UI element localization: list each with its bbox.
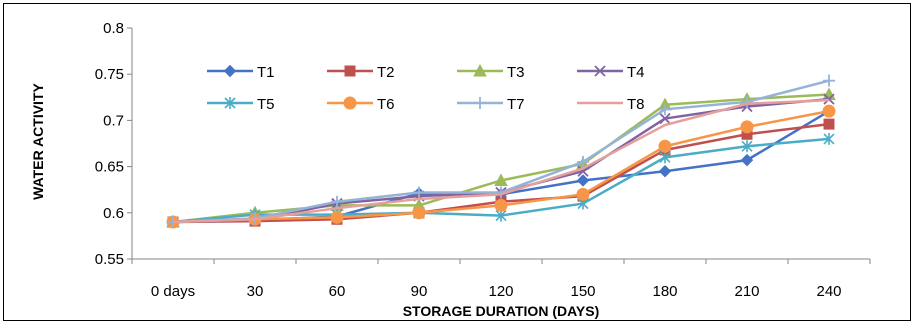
x-axis-title: STORAGE DURATION (DAYS): [403, 303, 600, 319]
x-tick-label: 150: [570, 283, 595, 300]
data-point-T7: [659, 103, 671, 116]
legend-marker: [474, 97, 486, 109]
legend-entry-T7: T7: [457, 96, 525, 113]
legend-label: T1: [257, 64, 275, 81]
series-T7: [167, 74, 835, 229]
y-tick-label: 0.8: [103, 20, 124, 37]
legend-entry-T8: T8: [577, 96, 645, 113]
data-point-T2: [823, 118, 835, 130]
legend-entry-T4: T4: [577, 64, 645, 81]
legend-label: T2: [377, 64, 395, 81]
legend-label: T3: [507, 64, 525, 81]
y-tick-label: 0.65: [95, 159, 124, 176]
legend-entry-T6: T6: [327, 96, 395, 113]
y-tick-label: 0.6: [103, 205, 124, 222]
axes: 0.55 0.6 0.65 0.7 0.75 0.8 0 days 30 60 90 120 150 1…: [95, 20, 871, 300]
data-point-T7: [823, 74, 835, 87]
legend-label: T6: [377, 96, 395, 113]
data-point-T7: [331, 195, 343, 208]
x-tick-label: 180: [652, 283, 677, 300]
data-point-T3: [494, 173, 508, 186]
legend-entry-T2: T2: [327, 64, 395, 81]
y-tick-label: 0.55: [95, 251, 124, 268]
legend-label: T8: [627, 96, 645, 113]
x-tick-label: 240: [816, 283, 841, 300]
x-tick-label: 0 days: [151, 283, 195, 300]
legend-label: T7: [507, 96, 525, 113]
series-layer: [166, 74, 836, 229]
data-point-T4: [659, 112, 671, 125]
data-point-T7: [741, 95, 753, 108]
chart-frame: [3, 3, 911, 321]
x-tick-label: 30: [247, 283, 264, 300]
data-point-T6: [412, 206, 426, 220]
legend-marker: [344, 65, 356, 77]
y-tick-label: 0.75: [95, 66, 124, 83]
data-point-T5: [823, 132, 835, 145]
legend-entry-T5: T5: [207, 96, 275, 113]
legend-entry-T1: T1: [207, 64, 275, 81]
data-point-T6: [330, 210, 344, 224]
data-point-T5: [741, 140, 753, 153]
legend-marker: [223, 64, 237, 78]
x-tick-label: 90: [411, 283, 428, 300]
series-T8: [172, 98, 830, 224]
data-point-T6: [740, 120, 754, 134]
y-axis-title: WATER ACTIVITY: [30, 83, 46, 200]
data-point-T7: [413, 186, 425, 199]
legend-marker: [594, 65, 606, 77]
data-point-T5: [659, 151, 671, 164]
data-point-T6: [658, 139, 672, 153]
x-tick-label: 60: [329, 283, 346, 300]
x-tick-label: 210: [734, 283, 759, 300]
data-point-T1: [740, 153, 754, 167]
data-point-T7: [577, 155, 589, 168]
data-point-T1: [576, 174, 590, 187]
legend-marker: [473, 63, 487, 77]
data-point-T6: [822, 104, 836, 118]
data-point-T4: [823, 93, 835, 105]
legend-marker: [343, 96, 357, 110]
data-point-T6: [494, 198, 508, 212]
series-T6: [166, 104, 836, 229]
data-point-T6: [576, 187, 590, 201]
data-point-T1: [658, 165, 672, 178]
x-tick-label: 120: [488, 283, 513, 300]
legend: T1 T2 T3 T4 T5 T6 T7 T8: [207, 63, 645, 113]
legend-marker: [224, 97, 236, 109]
y-tick-label: 0.7: [103, 112, 124, 129]
legend-label: T5: [257, 96, 275, 113]
series-line-T8: [172, 98, 830, 224]
legend-label: T4: [627, 64, 645, 81]
legend-entry-T3: T3: [457, 63, 525, 81]
